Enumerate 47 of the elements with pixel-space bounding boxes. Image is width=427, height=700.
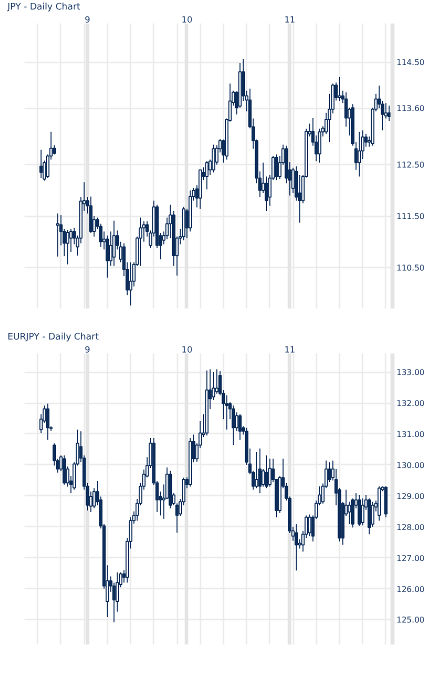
candlestick [258, 448, 262, 494]
y-tick-label: 113.60 [396, 104, 424, 114]
candlestick [106, 235, 110, 278]
x-tick-label: 11 [284, 16, 296, 26]
y-tick-label: 126.00 [396, 584, 424, 594]
candlestick [56, 213, 60, 258]
candlestick [348, 501, 352, 525]
y-tick-label: 129.00 [396, 492, 424, 501]
candlestick [274, 154, 278, 181]
x-tick-label: 10 [182, 346, 192, 356]
candlestick [232, 405, 236, 446]
candlestick [66, 229, 70, 265]
candlestick [370, 501, 374, 528]
candlestick [294, 524, 298, 572]
candlestick [268, 458, 272, 488]
candlestick [39, 149, 43, 179]
candlestick [387, 105, 391, 122]
y-tick-label: 127.00 [396, 554, 424, 563]
y-tick-label: 114.50 [396, 58, 424, 68]
candlestick [52, 144, 56, 155]
x-tick-label: 10 [182, 16, 192, 26]
chart-title: JPY - Daily Chart [6, 2, 81, 12]
x-tick-label: 9 [84, 346, 90, 356]
y-tick-label: 111.50 [396, 212, 424, 222]
chart-title: EURJPY - Daily Chart [8, 332, 100, 342]
y-tick-label: 133.00 [396, 368, 424, 378]
candlestick [254, 451, 258, 489]
candlestick [358, 131, 362, 178]
y-tick-label: 128.00 [396, 522, 424, 532]
y-tick-label: 132.00 [396, 399, 424, 408]
y-tick-label: 131.00 [396, 430, 424, 439]
candlestick [338, 76, 342, 102]
candlestick [215, 368, 218, 394]
x-tick-label: 9 [84, 16, 90, 26]
candlestick [46, 403, 50, 440]
y-tick-label: 130.00 [396, 460, 424, 470]
candlestick [205, 160, 209, 190]
candlestick [128, 262, 132, 306]
candlestick [360, 498, 364, 526]
x-tick-label: 11 [284, 346, 296, 356]
y-tick-label: 125.00 [396, 616, 424, 625]
candlestick [318, 128, 322, 164]
y-tick-label: 112.50 [396, 160, 424, 170]
y-tick-label: 110.50 [396, 263, 424, 272]
candlestick [234, 412, 238, 432]
candlestick [364, 133, 368, 148]
candlestick [264, 454, 268, 489]
